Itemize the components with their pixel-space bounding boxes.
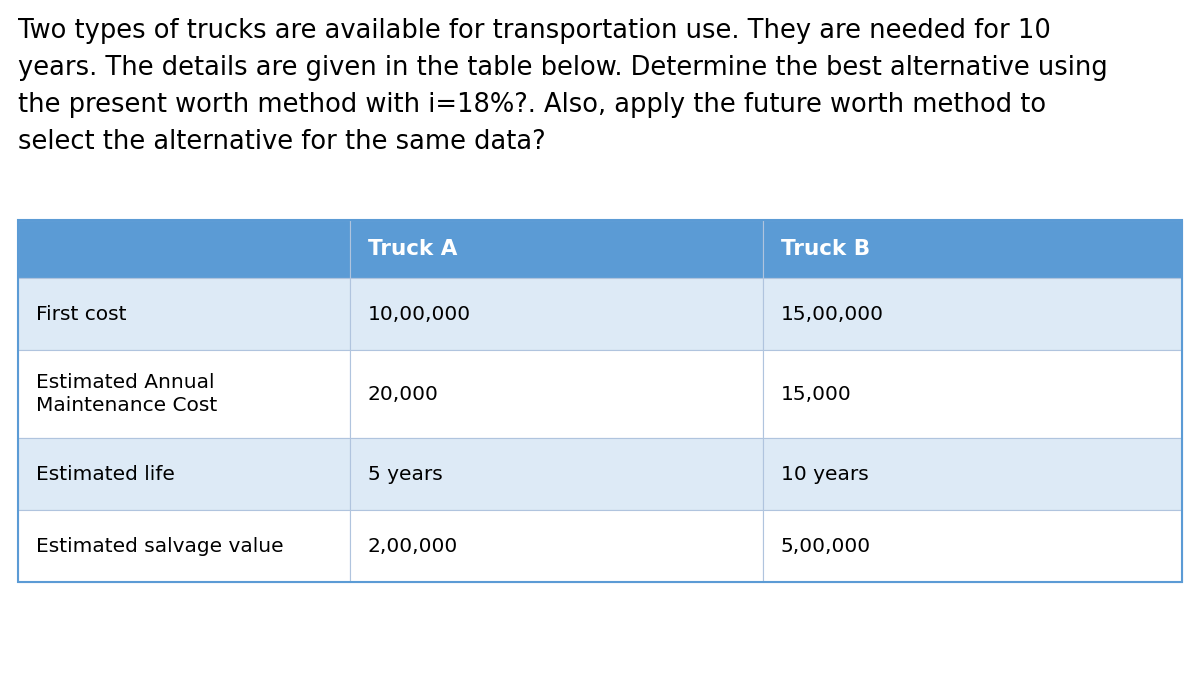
Bar <box>18 510 349 582</box>
Bar <box>349 220 763 278</box>
Text: 20,000: 20,000 <box>367 385 439 404</box>
Text: Truck A: Truck A <box>367 239 457 259</box>
Bar <box>18 438 349 510</box>
Text: 10,00,000: 10,00,000 <box>367 304 470 323</box>
Text: 2,00,000: 2,00,000 <box>367 537 458 556</box>
Bar <box>763 220 1182 278</box>
Text: Two types of trucks are available for transportation use. They are needed for 10: Two types of trucks are available for tr… <box>18 18 1108 155</box>
Bar <box>763 278 1182 350</box>
Bar <box>18 350 349 438</box>
Text: Estimated life: Estimated life <box>36 464 175 483</box>
Bar <box>349 350 763 438</box>
Bar <box>763 438 1182 510</box>
Bar <box>18 220 349 278</box>
Bar <box>18 278 349 350</box>
Text: 5,00,000: 5,00,000 <box>781 537 871 556</box>
Text: 5 years: 5 years <box>367 464 443 483</box>
Bar <box>763 350 1182 438</box>
Text: Estimated salvage value: Estimated salvage value <box>36 537 283 556</box>
Text: 15,000: 15,000 <box>781 385 852 404</box>
Bar <box>349 510 763 582</box>
Bar <box>349 438 763 510</box>
Bar <box>18 220 1182 582</box>
Bar <box>763 510 1182 582</box>
Text: 15,00,000: 15,00,000 <box>781 304 884 323</box>
Text: 10 years: 10 years <box>781 464 869 483</box>
Text: First cost: First cost <box>36 304 126 323</box>
Text: Truck B: Truck B <box>781 239 870 259</box>
Text: Estimated Annual
Maintenance Cost: Estimated Annual Maintenance Cost <box>36 373 217 415</box>
Bar <box>349 278 763 350</box>
